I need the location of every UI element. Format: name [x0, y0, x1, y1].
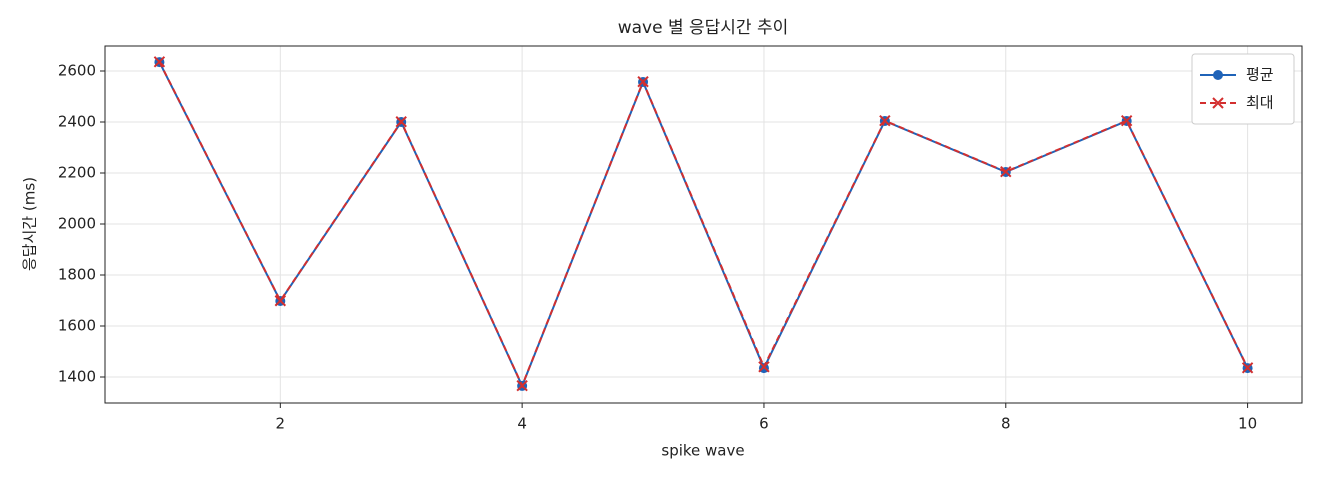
legend-marker — [1213, 70, 1223, 80]
legend-label: 최대 — [1246, 94, 1274, 112]
point — [758, 361, 770, 373]
x-tick-label: 8 — [1001, 415, 1011, 433]
chart-title: wave 별 응답시간 추이 — [618, 18, 789, 38]
y-tick-label: 2200 — [58, 163, 96, 181]
plot-frame — [104, 45, 1303, 404]
y-tick-label: 2600 — [58, 61, 96, 79]
point — [395, 116, 407, 128]
y-tick-label: 1400 — [58, 367, 96, 385]
legend-box — [1191, 53, 1295, 125]
y-tick-label: 1800 — [58, 265, 96, 283]
point — [1120, 115, 1133, 127]
x-tick-label: 2 — [276, 415, 286, 433]
legend-label: 평균 — [1246, 66, 1274, 84]
y-tick-label: 2400 — [58, 112, 96, 130]
point — [274, 295, 287, 307]
y-axis-label: 응답시간 (ms) — [21, 177, 39, 271]
x-tick-label: 4 — [517, 415, 527, 433]
legend-marker — [1212, 97, 1224, 109]
x-axis-label: spike wave — [661, 442, 744, 460]
point — [516, 379, 528, 392]
y-tick-label: 2000 — [58, 214, 96, 232]
y-tick-label: 1600 — [58, 316, 96, 334]
point — [1241, 362, 1254, 374]
point — [153, 56, 166, 68]
series-line — [158, 61, 1249, 389]
point — [879, 115, 891, 127]
point — [1000, 166, 1012, 178]
x-tick-label: 6 — [759, 415, 769, 433]
point — [637, 75, 649, 88]
x-tick-label: 10 — [1238, 415, 1257, 433]
